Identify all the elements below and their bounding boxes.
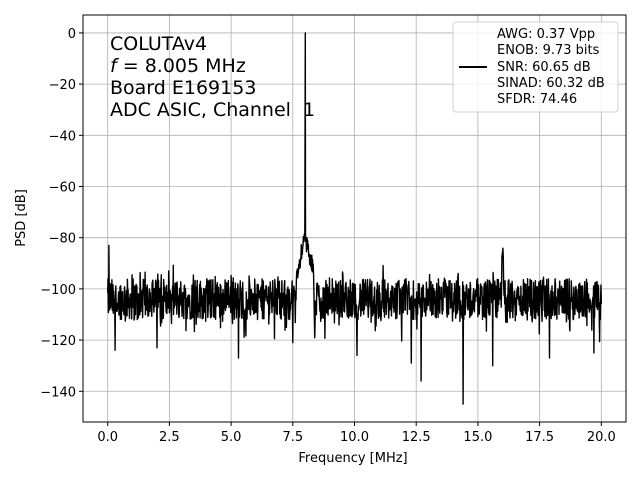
x-tick-label: 15.0 — [463, 430, 492, 445]
legend-sinad: SINAD: 60.32 dB — [497, 76, 605, 91]
x-tick-label: 20.0 — [587, 430, 616, 445]
x-axis-label: Frequency [MHz] — [298, 451, 407, 466]
annotation-line-1: COLUTAv4 — [110, 33, 207, 55]
legend-enob: ENOB: 9.73 bits — [497, 43, 600, 58]
psd-trace — [107, 32, 602, 405]
legend-snr: SNR: 60.65 dB — [497, 60, 591, 75]
y-tick-label: −120 — [40, 334, 76, 349]
y-axis-label: PSD [dB] — [14, 189, 29, 247]
legend-awg: AWG: 0.37 Vpp — [497, 27, 595, 42]
x-tick-label: 7.5 — [282, 430, 303, 445]
x-tick-label: 12.5 — [402, 430, 431, 445]
x-tick-label: 5.0 — [221, 430, 242, 445]
legend: AWG: 0.37 Vpp ENOB: 9.73 bits SNR: 60.65… — [452, 21, 619, 113]
y-tick-label: −60 — [49, 181, 76, 196]
y-tick-label: −80 — [49, 232, 76, 247]
x-tick-label: 2.5 — [159, 430, 180, 445]
y-tick-label: −140 — [40, 385, 76, 400]
plot-frame — [82, 14, 627, 423]
annotation-line-3: Board E169153 — [110, 77, 256, 99]
y-tick-label: −40 — [49, 129, 76, 144]
annotation-line-2: f = 8.005 MHz — [110, 55, 246, 77]
y-axis-ticks: 0 −20 −40 −60 −80 −100 −120 −140 — [40, 27, 83, 400]
x-tick-label: 0.0 — [97, 430, 118, 445]
annotation-line-4: ADC ASIC, Channel 1 — [110, 99, 315, 121]
y-tick-label: −20 — [49, 78, 76, 93]
x-tick-label: 17.5 — [525, 430, 554, 445]
legend-sfdr: SFDR: 74.46 — [497, 92, 577, 107]
annotation-frequency-value: = 8.005 MHz — [117, 55, 246, 77]
psd-series — [107, 32, 602, 405]
legend-box — [452, 21, 619, 113]
annotation-frequency-symbol: f — [110, 55, 120, 77]
y-tick-label: −100 — [40, 283, 76, 298]
y-tick-label: 0 — [68, 27, 76, 42]
x-axis-ticks: 0.0 2.5 5.0 7.5 10.0 12.5 15.0 17.5 20.0 — [97, 422, 616, 445]
x-tick-label: 10.0 — [340, 430, 369, 445]
annotation-box: COLUTAv4 f = 8.005 MHz Board E169153 ADC… — [110, 33, 315, 121]
